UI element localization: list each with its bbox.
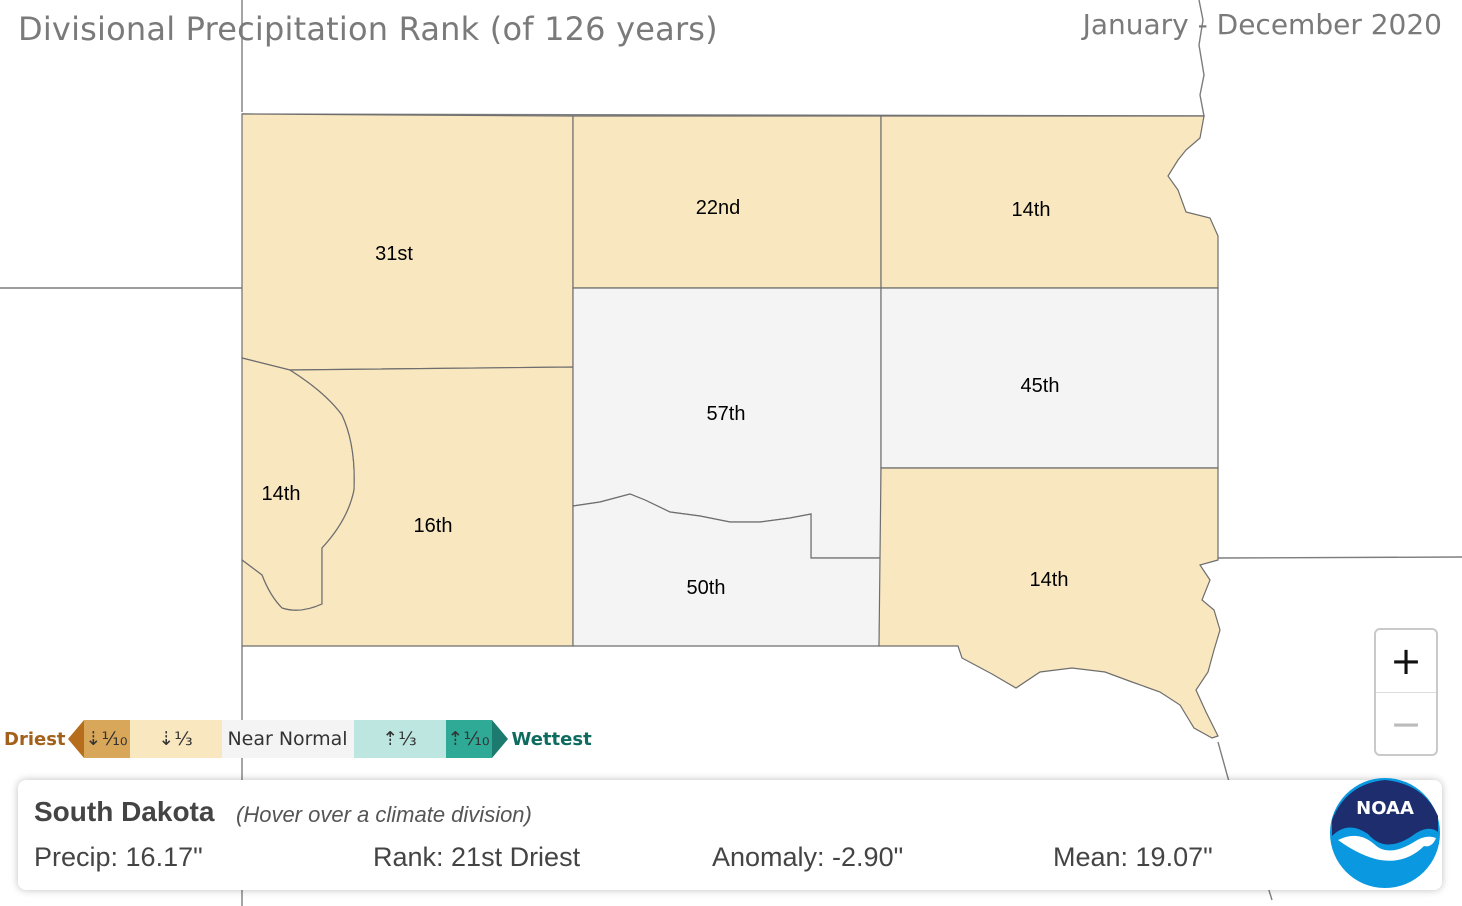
state-name: South Dakota <box>34 796 215 827</box>
rank-label-north-central: 22nd <box>696 197 741 219</box>
mean-value: Mean: 19.07" <box>1053 842 1213 872</box>
division-polygons[interactable] <box>241 113 1221 739</box>
division-northwest[interactable] <box>241 113 574 371</box>
legend-cell-wettest-tenth: ⇡⅒ <box>445 720 492 758</box>
rank-label-southwest: 16th <box>414 515 453 537</box>
zoom-in-button[interactable]: + <box>1376 630 1436 693</box>
anomaly-value: Anomaly: -2.90" <box>712 842 904 872</box>
info-panel: South Dakota (Hover over a climate divis… <box>18 780 1442 890</box>
rank-labels: 31st 22nd 14th 14th 16th 57th 45th 50th … <box>262 197 1069 599</box>
time-period: January - December 2020 <box>1082 8 1442 41</box>
legend-right-arrow-icon <box>491 720 508 758</box>
legend-left-arrow-icon <box>67 720 84 758</box>
rank-value: Rank: 21st Driest <box>373 842 581 872</box>
map-title: Divisional Precipitation Rank (of 126 ye… <box>18 10 718 48</box>
rank-label-black-hills: 14th <box>262 483 301 505</box>
legend-cell-near-normal: Near Normal <box>221 720 354 758</box>
legend-cell-below-third: ⇣⅓ <box>129 720 222 758</box>
rank-label-south-central: 50th <box>687 577 726 599</box>
svg-text:NOAA: NOAA <box>1356 798 1414 819</box>
legend-cell-driest-tenth: ⇣⅒ <box>83 720 130 758</box>
hover-hint: (Hover over a climate division) <box>236 802 532 827</box>
rank-label-east-central: 45th <box>1021 375 1060 397</box>
legend-driest-label: Driest <box>4 728 66 750</box>
division-southwest[interactable] <box>241 366 574 647</box>
legend-cell-above-third: ⇡⅓ <box>353 720 446 758</box>
rank-label-central: 57th <box>707 403 746 425</box>
rank-label-northwest: 31st <box>375 243 413 265</box>
zoom-out-button[interactable]: − <box>1390 702 1422 746</box>
precip-value: Precip: 16.17" <box>34 842 203 872</box>
noaa-logo-icon: NOAA <box>1330 778 1440 888</box>
legend-wettest-label: Wettest <box>511 728 592 750</box>
zoom-control: + − <box>1374 628 1438 756</box>
division-southeast[interactable] <box>878 467 1221 739</box>
rank-label-northeast: 14th <box>1012 199 1051 221</box>
legend: Driest ⇣⅒ ⇣⅓ Near Normal ⇡⅓ ⇡⅒ Wettest <box>4 720 592 758</box>
rank-label-southeast: 14th <box>1030 569 1069 591</box>
